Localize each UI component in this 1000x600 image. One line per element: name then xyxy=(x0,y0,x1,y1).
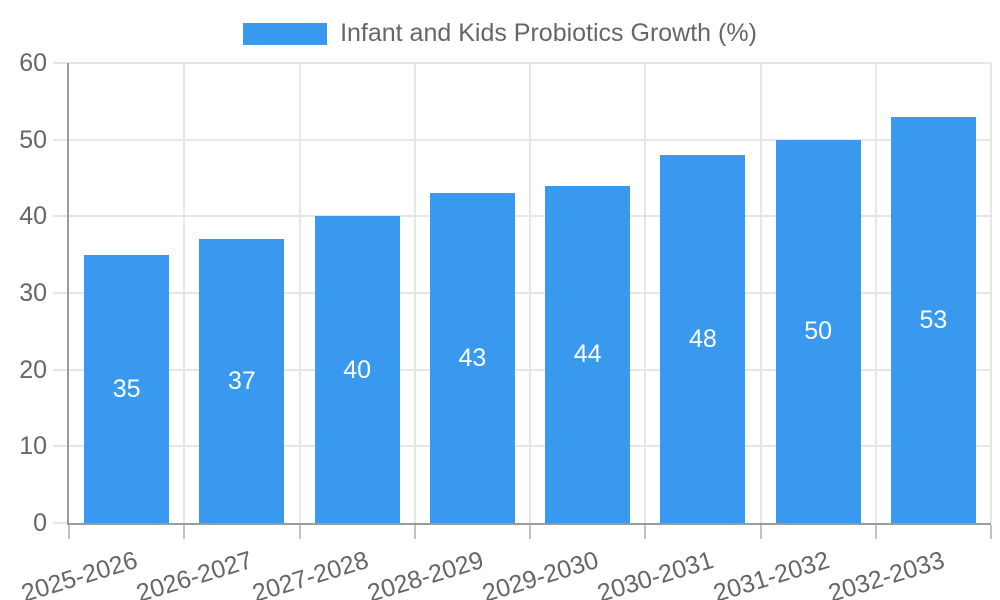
y-tick-mark xyxy=(53,215,69,218)
y-tick-label: 50 xyxy=(19,125,47,154)
x-tick-mark xyxy=(183,525,186,539)
gridline xyxy=(759,63,762,523)
bar-value-label: 44 xyxy=(573,340,602,369)
x-tick-mark xyxy=(68,525,70,539)
gridline xyxy=(413,63,416,523)
x-tick-label: 2030-2031 xyxy=(594,546,718,600)
bar-value-label: 48 xyxy=(688,325,717,353)
bar-value-label: 50 xyxy=(804,317,833,346)
x-tick-mark xyxy=(990,525,992,539)
legend-label: Infant and Kids Probiotics Growth (%) xyxy=(340,19,757,47)
bar[interactable]: 50 xyxy=(775,139,861,523)
gridline xyxy=(644,63,647,523)
y-tick-label: 40 xyxy=(19,202,47,231)
y-tick-mark xyxy=(53,445,69,448)
bar[interactable]: 37 xyxy=(199,239,285,523)
x-tick-mark xyxy=(874,525,877,539)
y-axis-line xyxy=(67,63,69,525)
y-tick-label: 10 xyxy=(19,432,47,461)
y-tick-mark xyxy=(53,62,69,64)
bar-value-label: 43 xyxy=(458,344,487,373)
x-tick-label: 2025-2026 xyxy=(18,546,141,600)
bar[interactable]: 43 xyxy=(429,193,515,523)
bar-value-label: 37 xyxy=(227,367,256,396)
gridline xyxy=(990,63,992,523)
x-tick-label: 2031-2032 xyxy=(709,546,833,600)
legend-swatch xyxy=(243,22,328,45)
bar-value-label: 35 xyxy=(112,374,141,403)
y-tick-label: 20 xyxy=(19,355,47,384)
x-tick-mark xyxy=(413,525,416,539)
legend[interactable]: Infant and Kids Probiotics Growth (%) xyxy=(0,19,1000,48)
gridline xyxy=(298,63,301,523)
bar-value-label: 53 xyxy=(919,305,948,334)
x-tick-label: 2027-2028 xyxy=(248,546,372,600)
y-tick-mark xyxy=(53,138,69,141)
gridline xyxy=(183,63,186,523)
bar[interactable]: 44 xyxy=(545,185,631,523)
x-tick-mark xyxy=(529,525,531,539)
x-axis-line xyxy=(67,523,991,525)
x-tick-mark xyxy=(644,525,647,539)
x-tick-label: 2029-2030 xyxy=(479,546,602,600)
y-tick-mark xyxy=(53,522,69,524)
x-tick-label: 2026-2027 xyxy=(133,546,257,600)
y-tick-label: 30 xyxy=(19,279,47,307)
y-tick-mark xyxy=(53,292,69,294)
x-tick-label: 2032-2033 xyxy=(825,546,948,600)
x-tick-mark xyxy=(759,525,762,539)
x-tick-label: 2028-2029 xyxy=(364,546,487,600)
bar-value-label: 40 xyxy=(343,355,372,384)
bar[interactable]: 53 xyxy=(890,116,976,523)
bar[interactable]: 48 xyxy=(660,155,746,523)
gridline xyxy=(529,63,531,523)
y-tick-label: 60 xyxy=(19,49,47,77)
x-tick-mark xyxy=(298,525,301,539)
bar[interactable]: 40 xyxy=(314,216,400,523)
y-tick-label: 0 xyxy=(33,509,47,537)
gridline xyxy=(874,63,877,523)
y-tick-mark xyxy=(53,368,69,371)
bar[interactable]: 35 xyxy=(84,254,170,523)
